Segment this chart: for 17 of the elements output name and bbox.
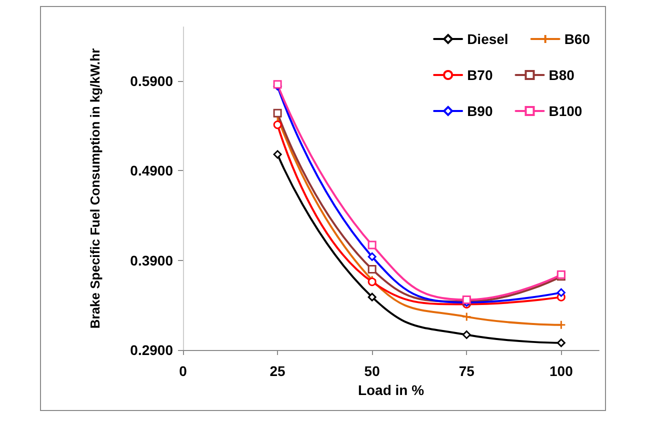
y-tick-label: 0.2900 — [130, 342, 174, 358]
x-tick-label: 100 — [550, 363, 574, 379]
legend-label: B90 — [467, 103, 493, 119]
legend-label: Diesel — [467, 31, 508, 47]
legend-label: B60 — [564, 31, 590, 47]
y-tick-label: 0.3900 — [130, 252, 174, 268]
x-tick-label: 50 — [364, 363, 380, 379]
y-axis-title: Brake Specific Fuel Consumption in kg/kW.hr — [88, 48, 102, 329]
y-tick-label: 0.4900 — [130, 162, 174, 179]
x-tick-label: 75 — [458, 363, 475, 379]
y-tick-label: 0.5900 — [130, 72, 174, 89]
x-tick-label: 0 — [179, 363, 188, 379]
legend-label: B70 — [467, 67, 493, 83]
legend-label: B80 — [548, 67, 575, 83]
x-axis-title: Load in % — [358, 382, 425, 398]
legend-label: B100 — [548, 103, 582, 119]
x-tick-label: 25 — [270, 363, 286, 379]
